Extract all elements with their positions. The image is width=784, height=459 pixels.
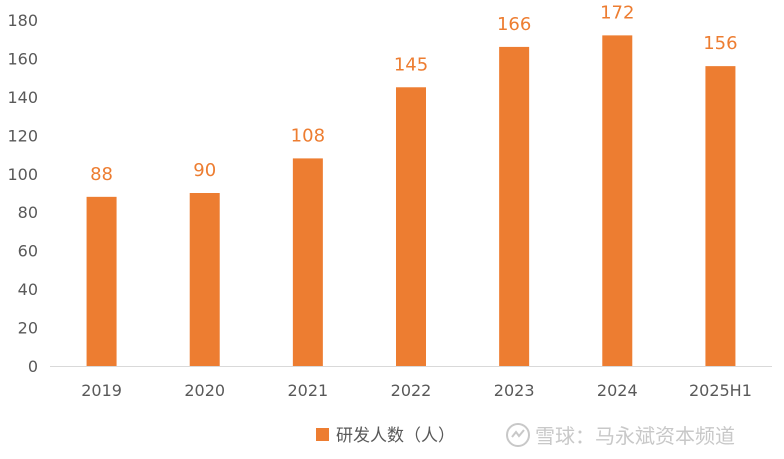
x-axis: 2019 2020 2021 2022 2023 2024 2025H1 [81,381,752,400]
watermark-text: 雪球：马永斌资本频道 [535,424,735,448]
bar [396,87,426,367]
x-tick-label: 2025H1 [689,381,752,400]
y-tick-label: 60 [18,242,38,261]
y-axis: 0 20 40 60 80 100 120 140 160 180 [7,11,38,376]
bar [189,193,220,366]
y-tick-label: 80 [18,203,38,222]
bars [86,35,736,367]
x-tick-label: 2022 [391,381,432,400]
x-tick-label: 2024 [597,381,638,400]
y-tick-label: 160 [7,49,38,68]
legend-label: 研发人数（人） [336,426,455,446]
bar [292,158,323,366]
data-label: 108 [291,125,325,146]
y-tick-label: 180 [7,11,38,30]
y-tick-label: 100 [7,165,38,184]
x-tick-label: 2023 [494,381,535,400]
data-label: 156 [703,33,737,54]
bar [499,46,530,367]
x-tick-label: 2019 [81,381,122,400]
snowball-logo-icon [506,423,530,447]
x-tick-label: 2020 [184,381,225,400]
y-tick-label: 0 [28,357,38,376]
data-label: 172 [600,2,634,23]
legend: 研发人数（人） [316,426,455,446]
bar [86,196,117,366]
data-label: 88 [90,164,113,185]
watermark: 雪球：马永斌资本频道 [505,420,735,449]
y-tick-label: 20 [18,319,38,338]
bar [705,66,736,366]
data-label: 90 [193,160,216,181]
x-tick-label: 2021 [287,381,328,400]
y-tick-label: 140 [7,88,38,107]
data-label: 145 [394,54,428,75]
legend-swatch [316,428,329,441]
bar [602,35,633,366]
data-labels: 88 90 108 145 166 172 156 [90,2,737,184]
data-label: 166 [497,14,531,35]
y-tick-label: 120 [7,126,38,145]
y-tick-label: 40 [18,280,38,299]
